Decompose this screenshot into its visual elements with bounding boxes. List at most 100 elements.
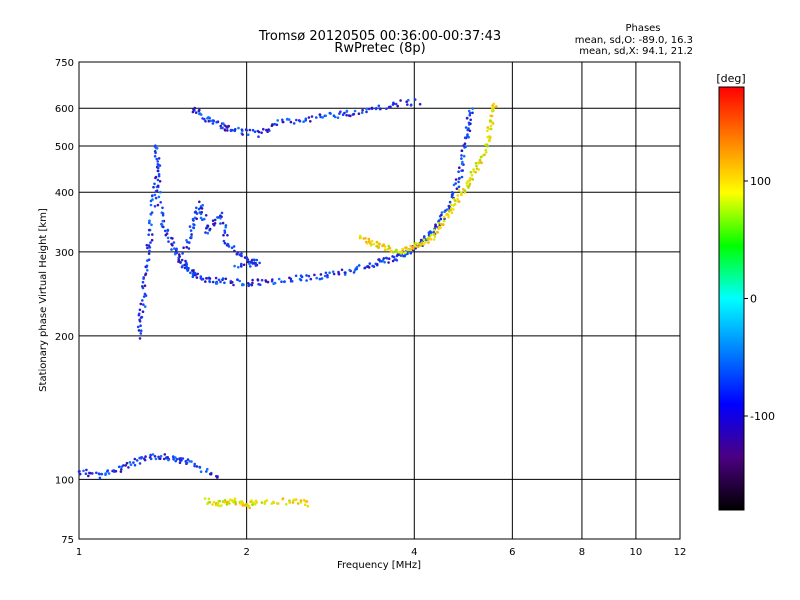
echo-point xyxy=(315,276,319,280)
echo-point xyxy=(204,280,207,283)
echo-point xyxy=(189,229,193,232)
echo-point xyxy=(179,260,182,264)
echo-point xyxy=(339,110,342,113)
echo-point xyxy=(292,122,296,125)
echo-point xyxy=(381,259,385,262)
echo-point xyxy=(462,154,466,158)
echo-point xyxy=(145,243,149,247)
echo-point xyxy=(148,221,151,225)
echo-point xyxy=(460,149,464,152)
echo-point xyxy=(207,119,211,123)
echo-point xyxy=(288,499,291,503)
echo-point xyxy=(236,278,239,282)
echo-point xyxy=(389,105,392,109)
echo-point xyxy=(407,98,410,102)
echo-point xyxy=(222,122,225,125)
echo-point xyxy=(221,221,225,225)
y-axis-label: Stationary phase Virtual Height [km] xyxy=(38,208,49,392)
y-tick-label: 500 xyxy=(55,142,74,153)
echo-point xyxy=(129,463,133,467)
echo-point xyxy=(388,246,392,250)
echo-point xyxy=(106,469,110,472)
echo-point xyxy=(122,464,125,467)
echo-point xyxy=(469,118,473,122)
echo-point xyxy=(151,198,154,201)
echo-point xyxy=(260,501,264,504)
echo-point xyxy=(193,223,196,227)
echo-point xyxy=(414,245,417,248)
echo-point xyxy=(413,98,417,101)
echo-point xyxy=(223,500,226,504)
echo-point xyxy=(368,107,371,111)
echo-point xyxy=(250,499,253,502)
echo-point xyxy=(211,219,215,222)
echo-point xyxy=(146,269,149,272)
echo-point xyxy=(475,164,478,168)
echo-point xyxy=(424,241,427,244)
echo-point xyxy=(270,124,274,127)
echo-point xyxy=(273,122,277,126)
echo-point xyxy=(270,502,274,505)
echo-point xyxy=(150,211,154,214)
echo-point xyxy=(178,457,181,461)
echo-point xyxy=(295,118,298,122)
echo-point xyxy=(391,250,395,254)
echo-point xyxy=(348,268,351,272)
echo-point xyxy=(205,277,208,280)
echo-point xyxy=(159,454,163,458)
echo-point xyxy=(480,161,483,164)
echo-point xyxy=(456,194,460,197)
echo-point xyxy=(156,160,159,163)
echo-point xyxy=(222,233,225,237)
echo-point xyxy=(332,114,336,117)
echo-point xyxy=(199,276,203,280)
echo-point xyxy=(490,114,494,118)
echo-point xyxy=(127,466,130,469)
echo-point xyxy=(251,128,255,132)
echo-point xyxy=(471,107,475,110)
echo-point xyxy=(489,124,493,128)
echo-point xyxy=(140,315,144,319)
echo-point xyxy=(161,214,165,217)
echo-point xyxy=(275,123,279,127)
echo-point xyxy=(434,225,437,228)
echo-point xyxy=(219,124,222,128)
echo-point xyxy=(237,126,240,130)
echo-point xyxy=(457,180,460,184)
echo-point xyxy=(237,265,240,269)
echo-point xyxy=(377,258,380,261)
echo-point xyxy=(429,238,433,241)
echo-point xyxy=(468,177,472,180)
echo-point xyxy=(188,241,191,244)
echo-point xyxy=(141,310,145,314)
echo-point xyxy=(107,472,111,475)
echo-point xyxy=(484,148,488,152)
echo-point xyxy=(138,308,142,312)
echo-point xyxy=(366,265,370,268)
echo-point xyxy=(343,271,347,274)
echo-point xyxy=(385,107,388,110)
echo-point xyxy=(208,227,212,231)
echo-point xyxy=(461,160,464,164)
echo-point xyxy=(250,283,254,287)
echo-point xyxy=(235,252,239,256)
echo-point xyxy=(230,246,234,250)
x-tick-label: 4 xyxy=(411,547,417,558)
echo-point xyxy=(132,461,135,464)
echo-point xyxy=(233,264,236,268)
echo-point xyxy=(195,206,198,210)
echo-point xyxy=(185,239,188,242)
echo-point xyxy=(440,213,443,217)
echo-point xyxy=(141,285,144,288)
echo-point xyxy=(222,239,226,243)
echo-point xyxy=(141,280,145,284)
echo-point xyxy=(194,210,197,213)
echo-point xyxy=(429,233,433,237)
echo-point xyxy=(181,252,184,255)
echo-point xyxy=(100,472,104,476)
echo-point xyxy=(249,265,252,268)
echo-point xyxy=(416,242,419,246)
echo-point xyxy=(98,476,102,480)
echo-point xyxy=(273,281,277,285)
echo-point xyxy=(151,233,154,236)
